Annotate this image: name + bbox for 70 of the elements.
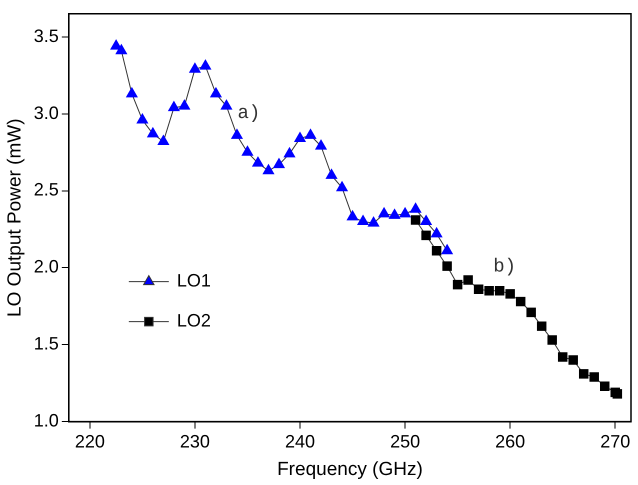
- legend-label: LO1: [176, 270, 211, 291]
- point: [547, 335, 557, 345]
- y-tick-label: 3.0: [34, 102, 59, 123]
- point: [430, 227, 442, 238]
- point: [284, 147, 296, 158]
- annotation: b): [493, 256, 516, 278]
- point: [421, 230, 431, 240]
- point: [168, 101, 180, 112]
- point: [336, 181, 348, 192]
- y-tick-label: 3.5: [34, 26, 59, 46]
- point: [410, 215, 420, 225]
- point: [262, 164, 274, 174]
- point: [612, 389, 622, 399]
- y-tick-label: 1.0: [34, 410, 59, 431]
- point: [536, 321, 546, 331]
- point: [158, 135, 170, 146]
- point: [346, 210, 358, 220]
- point: [526, 308, 536, 318]
- y-tick-label: 2.5: [34, 180, 59, 200]
- point: [463, 275, 473, 285]
- point: [368, 216, 380, 227]
- point: [252, 156, 264, 167]
- point: [210, 87, 222, 98]
- x-tick-label: 250: [390, 431, 420, 452]
- point: [589, 372, 599, 382]
- point: [578, 369, 588, 379]
- x-tick-label: 220: [74, 431, 105, 452]
- point: [136, 113, 148, 124]
- point: [410, 202, 422, 213]
- point: [126, 87, 138, 98]
- point: [558, 352, 568, 362]
- point: [399, 207, 411, 218]
- point: [388, 208, 400, 219]
- x-tick-label: 230: [180, 431, 210, 452]
- point: [304, 128, 316, 139]
- point: [189, 62, 201, 73]
- x-tick-label: 260: [495, 431, 526, 452]
- x-tick-label: 270: [600, 431, 630, 452]
- point: [116, 44, 128, 54]
- x-tick-label: 240: [284, 431, 316, 452]
- point: [220, 100, 232, 110]
- point: [484, 286, 494, 296]
- point: [315, 140, 327, 150]
- point: [273, 158, 285, 168]
- point: [242, 146, 254, 156]
- y-tick-label: 2.0: [34, 256, 59, 277]
- point: [568, 355, 578, 365]
- point: [516, 296, 526, 306]
- point: [200, 60, 212, 70]
- annotation: a): [237, 102, 260, 124]
- point: [600, 381, 610, 391]
- point: [357, 215, 369, 226]
- point: [474, 284, 484, 294]
- point: [326, 168, 338, 179]
- x-axis-title: Frequency (GHz): [277, 458, 423, 480]
- point: [378, 207, 390, 218]
- legend-label: LO2: [176, 310, 211, 331]
- point: [505, 289, 515, 299]
- point: [432, 246, 442, 256]
- point: [420, 215, 432, 226]
- point: [494, 286, 504, 296]
- point: [441, 244, 453, 254]
- point: [147, 127, 159, 138]
- y-axis-title: LO Output Power (mW): [4, 118, 26, 317]
- point: [231, 128, 243, 139]
- point: [178, 100, 190, 110]
- point: [442, 261, 452, 271]
- point: [294, 132, 306, 142]
- point: [452, 280, 462, 290]
- y-tick-label: 1.5: [34, 334, 59, 354]
